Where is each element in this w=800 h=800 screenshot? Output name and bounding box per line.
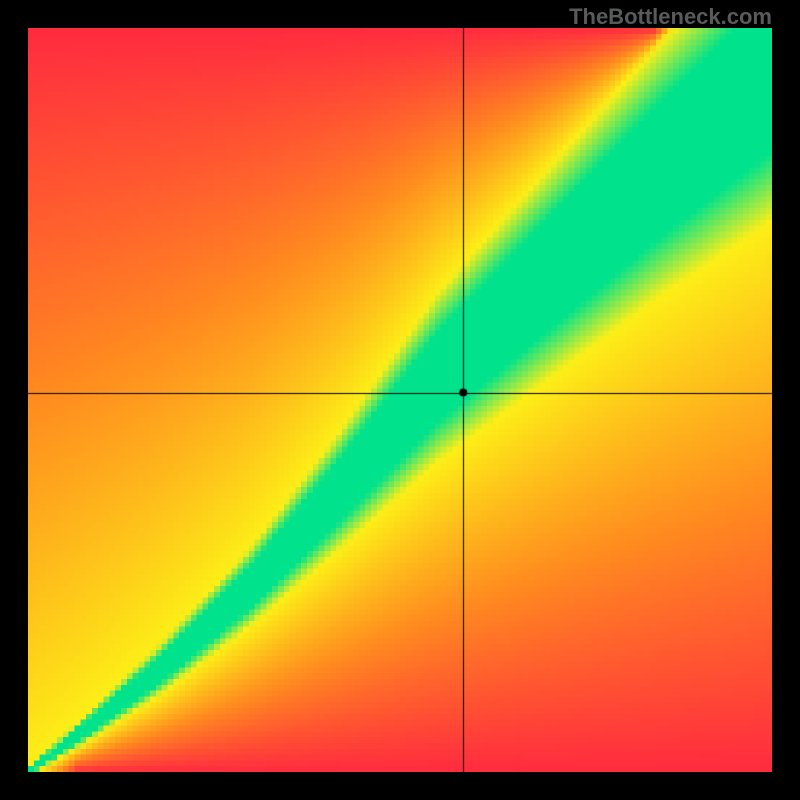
bottleneck-heatmap	[28, 28, 772, 772]
watermark-text: TheBottleneck.com	[569, 4, 772, 30]
chart-container: TheBottleneck.com	[0, 0, 800, 800]
